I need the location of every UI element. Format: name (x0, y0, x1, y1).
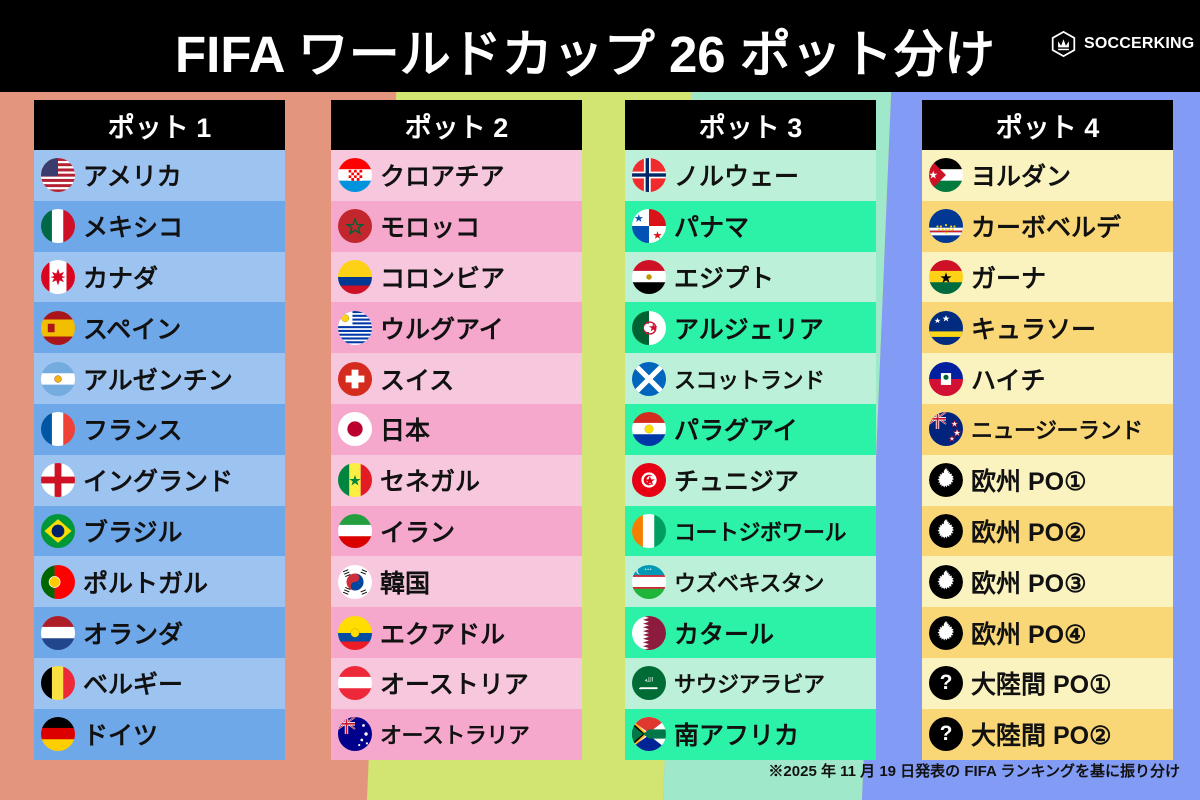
svg-text:الله: الله (645, 677, 654, 684)
